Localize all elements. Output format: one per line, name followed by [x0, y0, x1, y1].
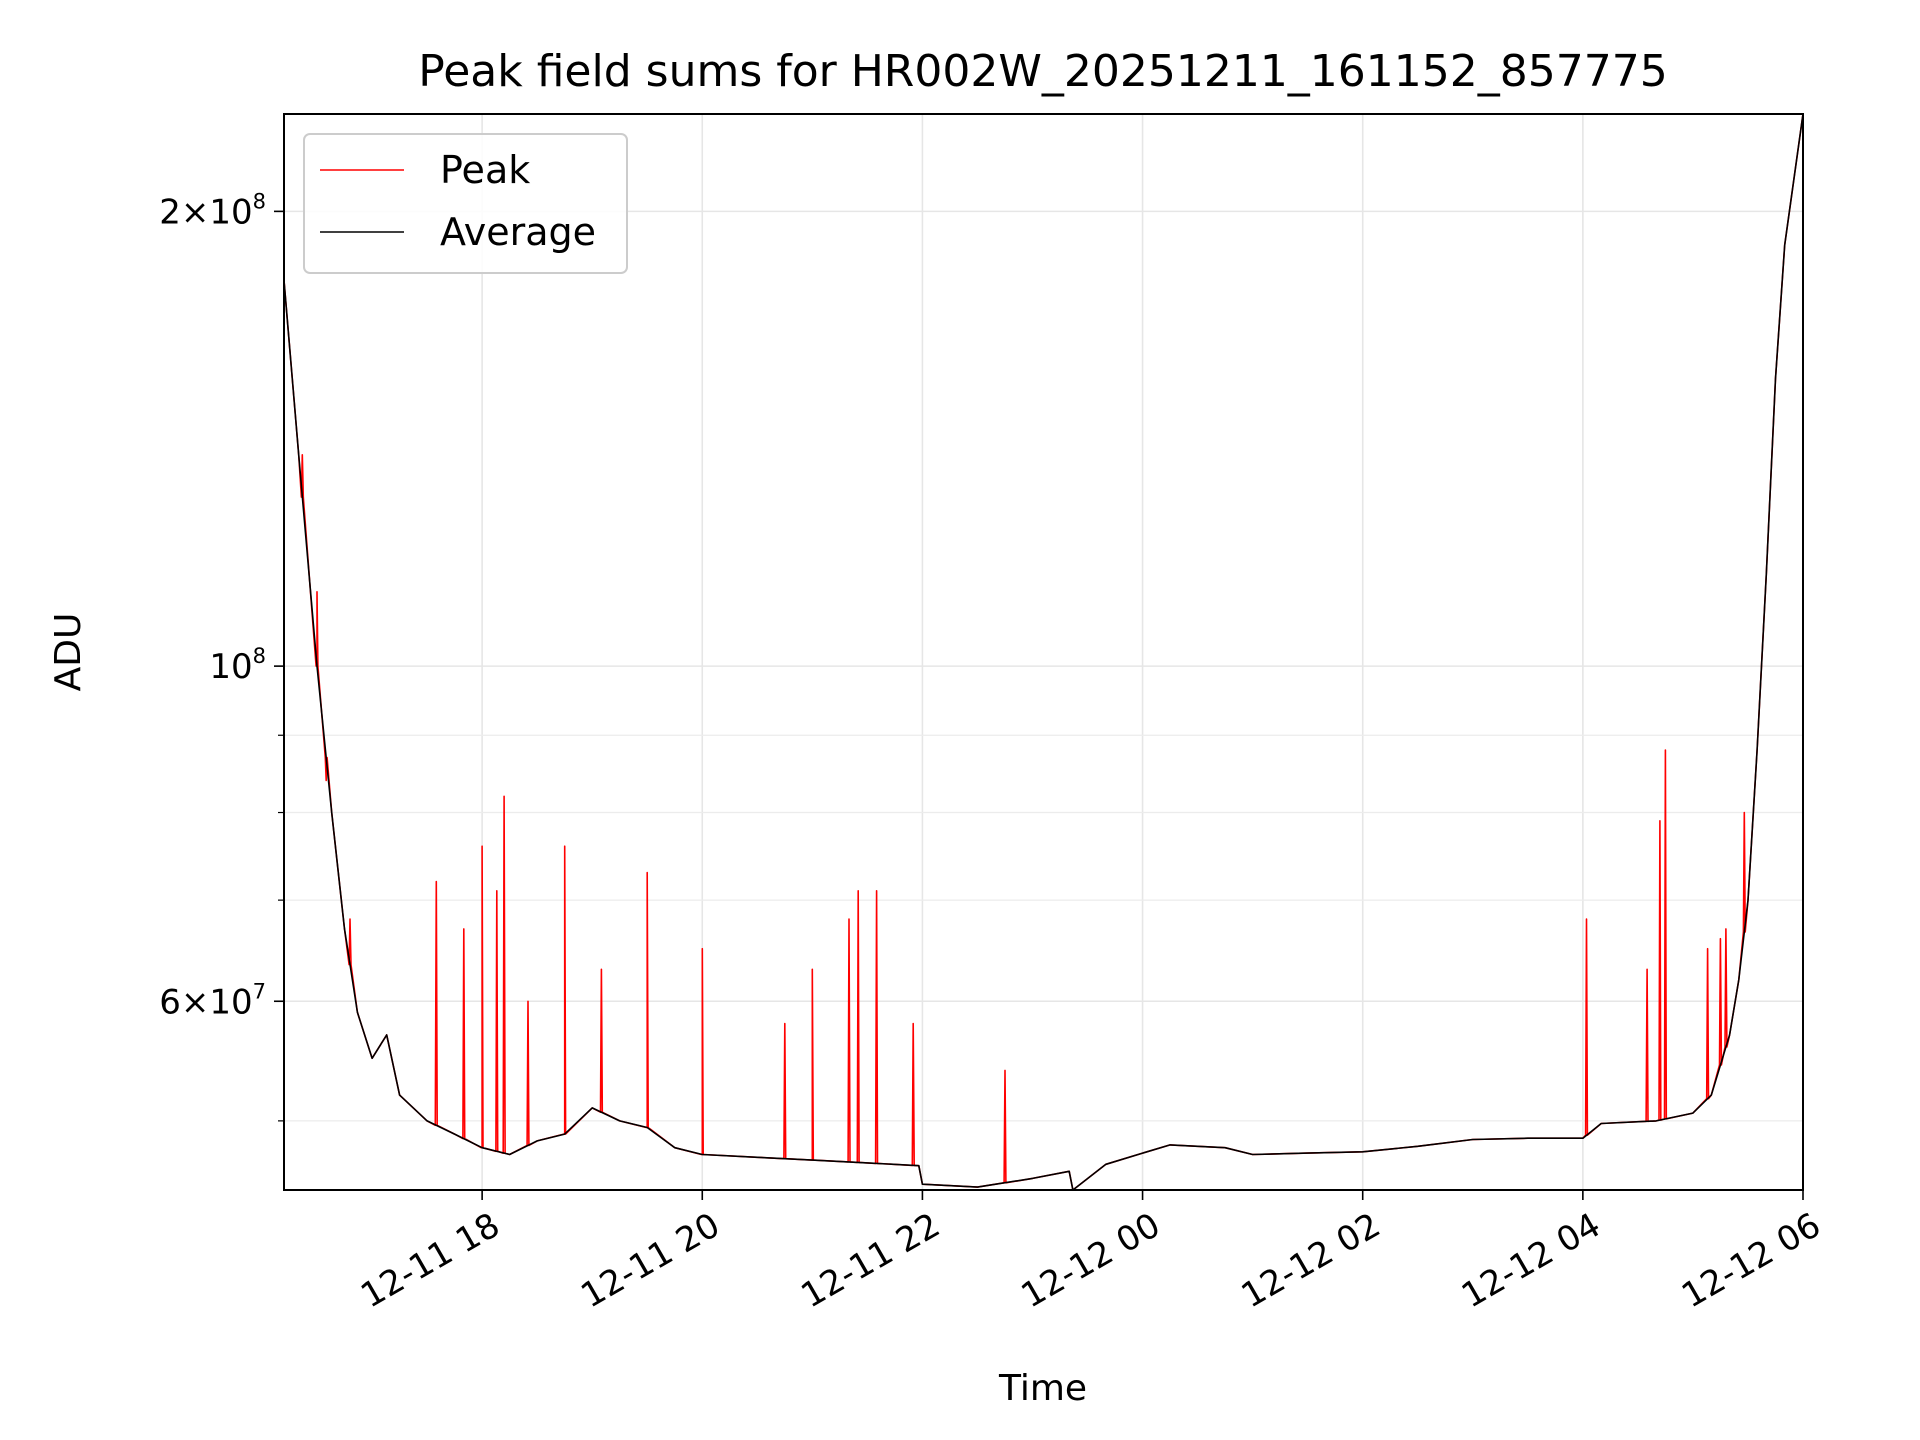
- grid: [284, 114, 1804, 1190]
- y-tick-label: 6×107: [159, 979, 266, 1022]
- y-tick-label: 2×108: [159, 189, 266, 232]
- legend-box: [303, 133, 628, 274]
- x-axis-label: Time: [998, 1368, 1087, 1409]
- series-line-average: [283, 113, 1804, 1191]
- plot-frame: [283, 113, 1804, 1191]
- y-tick-label: 108: [209, 644, 266, 687]
- legend-label-average: Average: [440, 210, 596, 254]
- legend: Peak Average: [303, 133, 628, 274]
- series-layer: [283, 113, 1804, 1191]
- y-axis-label: ADU: [48, 613, 89, 692]
- chart-title: Peak field sums for HR002W_20251211_1611…: [418, 46, 1668, 97]
- legend-label-peak: Peak: [440, 148, 530, 192]
